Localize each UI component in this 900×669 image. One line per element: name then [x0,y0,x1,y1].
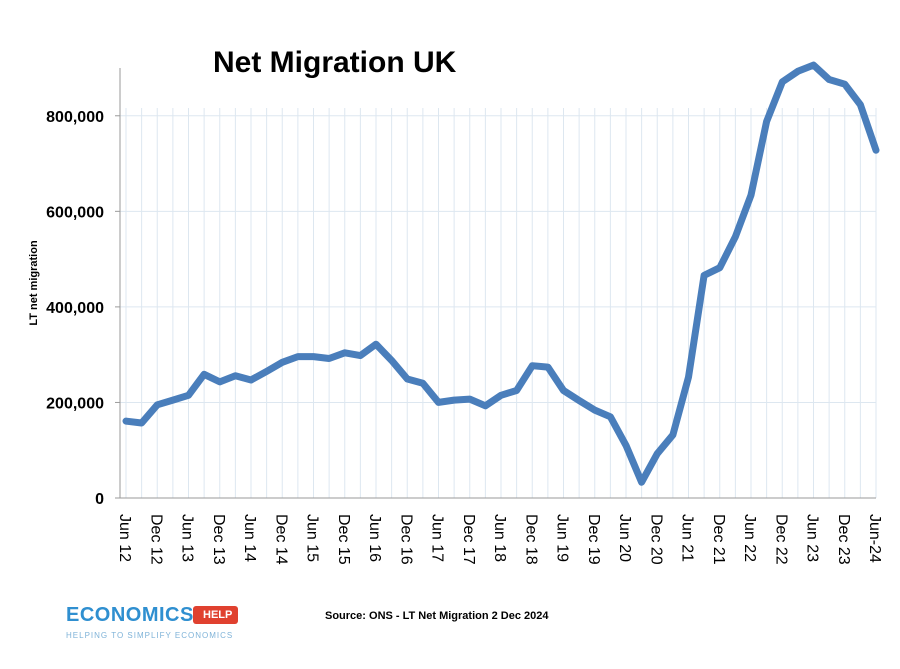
x-tick-label: Dec 21 [710,514,727,565]
x-tick-label: Jun 19 [554,514,571,562]
x-tick-label: Jun 13 [179,514,196,562]
x-tick-label: Dec 12 [147,514,164,565]
x-tick-label: Jun 18 [491,514,508,562]
x-tick-label: Jun 21 [679,514,696,562]
x-tick-label: Jun-24 [866,514,883,563]
x-tick-label: Dec 16 [397,514,414,565]
x-tick-label: Jun 20 [616,514,633,562]
y-tick-label: 200,000 [46,395,104,412]
y-tick-label: 0 [95,491,104,508]
y-tick-label: 800,000 [46,109,104,126]
x-tick-label: Dec 17 [460,514,477,565]
x-tick-labels: Jun 12 Dec 12 Jun 13 Dec 13 Jun 14 Dec 14 Jun … [116,514,883,565]
horizontal-gridlines [120,115,876,499]
logo-subtitle: HELPING TO SIMPLIFY ECONOMICS [66,631,234,640]
logo-word: ECONOMICS [66,604,194,626]
y-tick-labels: 0 200,000 400,000 600,000 800,000 [46,109,120,508]
x-tick-label: Dec 18 [522,514,539,565]
series-line-net-migration [122,61,880,486]
x-tick-label: Dec 22 [772,514,789,565]
x-tick-label: Jun 22 [741,514,758,562]
y-axis-label: LT net migration [28,240,40,326]
source-note: Source: ONS - LT Net Migration 2 Dec 202… [325,610,549,622]
x-tick-label: Dec 15 [335,514,352,565]
logo-tag: HELP [193,606,239,624]
x-tick-label: Jun 12 [116,514,133,562]
economics-help-logo: ECONOMICS HELP HELPING TO SIMPLIFY ECONO… [66,604,256,650]
y-tick-label: 400,000 [46,300,104,317]
x-tick-label: Jun 15 [304,514,321,562]
x-tick-label: Jun 14 [241,514,258,562]
x-tick-label: Jun 23 [804,514,821,562]
vertical-gridlines [125,108,877,498]
chart-title: Net Migration UK [213,46,457,79]
x-tick-label: Jun 17 [429,514,446,562]
x-tick-label: Dec 13 [210,514,227,565]
x-tick-label: Dec 19 [585,514,602,565]
x-tick-label: Jun 16 [366,514,383,562]
y-tick-label: 600,000 [46,204,104,221]
x-tick-label: Dec 14 [272,514,289,565]
x-tick-label: Dec 23 [835,514,852,565]
x-tick-label: Dec 20 [647,514,664,565]
line-chart: Net Migration UK LT net migration 0 200,0… [28,46,883,565]
